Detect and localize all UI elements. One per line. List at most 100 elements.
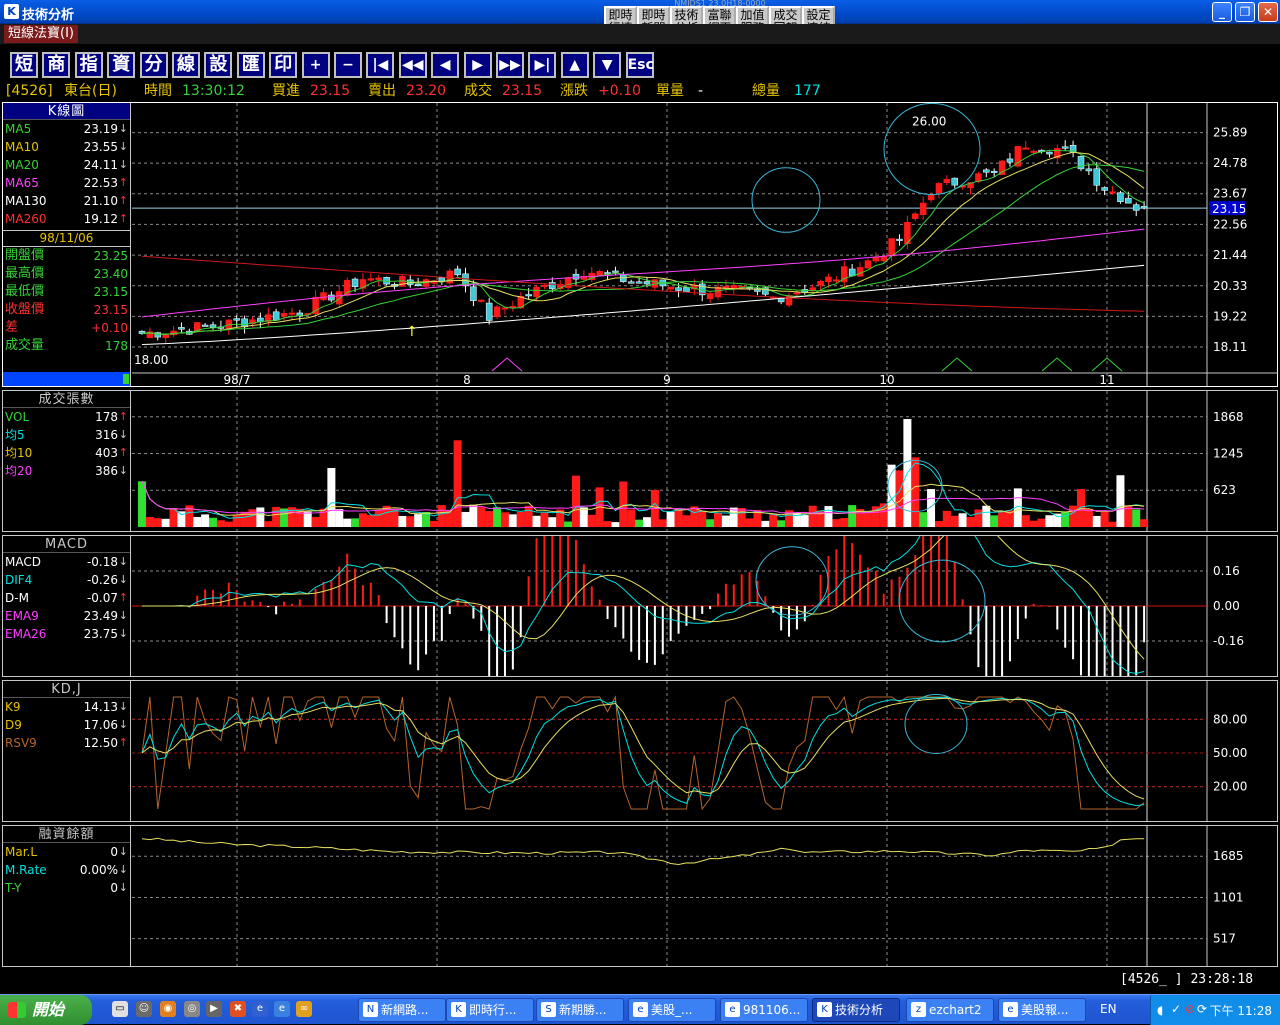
deal-label: 成交 — [464, 83, 492, 99]
candle — [809, 287, 816, 291]
volume-plot[interactable]: 1868 1245 623 — [132, 391, 1277, 531]
zoom-out-button[interactable]: − — [334, 52, 362, 78]
tray-network-icon[interactable]: ◖ — [1157, 1003, 1164, 1017]
trend-arrow-icon: ↓ — [118, 845, 128, 858]
back-button[interactable]: ◀ — [431, 52, 460, 78]
kline.ohlc-legend-item: 成交量 178 — [3, 337, 130, 355]
forward-button[interactable]: ▶ — [463, 52, 492, 78]
data-button[interactable]: 資 — [107, 52, 136, 78]
task-app-icon: e — [1003, 1002, 1018, 1017]
volume-bar — [445, 510, 454, 527]
candle — [872, 256, 880, 262]
start-button[interactable]: 開始 — [0, 995, 92, 1025]
legend-value: 22.53 — [83, 176, 118, 190]
esc-button[interactable]: Esc — [625, 52, 654, 78]
explorer-icon[interactable]: e — [252, 1001, 268, 1017]
taskbar-item[interactable]: N 新網路... — [358, 998, 446, 1022]
candle — [1077, 156, 1085, 170]
scroll-thumb[interactable] — [123, 374, 129, 384]
clock[interactable]: 下午 11:28 — [1209, 1004, 1272, 1018]
volume-legend: 成交張數 VOL 178 ↑ 均5 316 ↓ 均10 403 ↑ 均20 386 ↓ — [3, 391, 131, 531]
player-icon[interactable]: ▶ — [206, 1001, 222, 1017]
index-button[interactable]: 指 — [74, 52, 103, 78]
taskbar-item[interactable]: e 981106... — [720, 998, 808, 1022]
candle — [714, 286, 722, 298]
volume-bar — [343, 518, 352, 527]
taskbar-item[interactable]: z ezchart2 — [906, 998, 994, 1022]
task-label: 981106... — [743, 1003, 801, 1017]
settings-button[interactable]: 設 — [204, 52, 233, 78]
kd-plot[interactable]: 80.00 50.00 20.00 — [132, 681, 1277, 821]
minute-button[interactable]: 分 — [139, 52, 168, 78]
import-button[interactable]: 匯 — [236, 52, 265, 78]
legend-label: DIF4 — [5, 573, 33, 587]
nmids-text: NMIDS1 23.0H18-0000 — [674, 0, 766, 7]
kd-panel: KD,J K9 14.13 ↓ D9 17.06 ↓ RSV9 12.50 ↑ 80.00 50.… — [2, 680, 1278, 822]
last-button[interactable]: ▶| — [528, 52, 557, 78]
y-tick: 0.16 — [1213, 564, 1240, 578]
legend-value: 12.50 — [83, 736, 118, 750]
tray-update-icon[interactable]: ⟳ — [1197, 1002, 1208, 1016]
y-tick: 1101 — [1213, 890, 1244, 904]
margin.items-legend-item: Mar.L 0 ↓ — [3, 843, 130, 861]
volume-bar — [264, 521, 273, 527]
first-button[interactable]: |◀ — [366, 52, 395, 78]
maximize-button[interactable]: ❐ — [1235, 2, 1255, 22]
merchant-button[interactable]: 商 — [42, 52, 71, 78]
macd.items-legend-item: DIF4 -0.26 ↓ — [3, 571, 130, 589]
fast-forward-button[interactable]: ▶▶ — [496, 52, 524, 78]
time-label: 時間 — [144, 83, 172, 99]
down-button[interactable]: ▼ — [593, 52, 622, 78]
kline-scroll-bar[interactable] — [3, 372, 130, 386]
quote-bar: [4526] 東台(日) 時間 13:30:12 買進 23.15 賣出 23.… — [0, 81, 1280, 101]
taskbar-item[interactable]: e 美股報... — [998, 998, 1086, 1022]
tool-icon[interactable]: ✖ — [230, 1001, 246, 1017]
margin-plot[interactable]: 1685 1101 517 — [132, 826, 1277, 966]
volume-bar — [209, 517, 218, 527]
app-quicklaunch-icon[interactable]: ☺ — [136, 1001, 152, 1017]
candle — [793, 292, 801, 295]
messenger-icon[interactable]: ∞ — [296, 1001, 312, 1017]
ma65-line — [141, 228, 1145, 318]
volume-bar — [351, 518, 360, 527]
kline-plot[interactable]: 25.89 24.78 23.67 22.56 21.44 20.33 19.22 18.11… — [132, 103, 1278, 386]
vol-ma20-line — [141, 481, 1145, 514]
volume-bar — [729, 507, 738, 527]
media-icon[interactable]: ◎ — [184, 1001, 200, 1017]
taskbar-item[interactable]: S 新期勝... — [536, 998, 624, 1022]
legend-value: 14.13 — [83, 700, 118, 714]
menu-short-line[interactable]: 短線法寶(I) — [4, 25, 78, 43]
taskbar-item[interactable]: K 技術分析 — [812, 998, 900, 1022]
language-indicator[interactable]: EN — [1100, 1002, 1117, 1016]
show-desktop-icon[interactable]: ▭ — [112, 1001, 128, 1017]
short-button[interactable]: 短 — [10, 52, 38, 78]
volume-bar — [792, 512, 801, 527]
volume-bar — [911, 457, 920, 527]
tray-security-icon[interactable]: ⊘ — [1185, 1002, 1196, 1016]
trend-arrow-icon: ↓ — [118, 609, 128, 622]
kline.ma-legend-item: MA65 22.53 ↑ — [3, 174, 130, 192]
print-button[interactable]: 印 — [269, 52, 298, 78]
taskbar-item[interactable]: e 美股_... — [628, 998, 716, 1022]
firefox-icon[interactable]: ◉ — [160, 1001, 176, 1017]
annotation-circle — [883, 103, 981, 196]
fast-back-button[interactable]: ◀◀ — [398, 52, 427, 78]
minimize-button[interactable]: _ — [1212, 2, 1232, 22]
margin-legend: 融資餘額 Mar.L 0 ↓ M.Rate 0.00% ↓ T-Y 0 ↓ — [3, 826, 131, 966]
volume-bar — [366, 515, 375, 527]
volume-bar — [138, 481, 146, 527]
macd-plot[interactable]: 0.16 0.00 -0.16 — [132, 536, 1277, 676]
candle — [596, 270, 603, 276]
volume-bar — [177, 511, 186, 527]
ie-icon[interactable]: e — [274, 1001, 290, 1017]
taskbar-item[interactable]: K 即時行... — [446, 998, 534, 1022]
volume-bar — [161, 518, 170, 527]
up-button[interactable]: ▲ — [560, 52, 589, 78]
zoom-in-button[interactable]: + — [301, 52, 330, 78]
volume-panel: 成交張數 VOL 178 ↑ 均5 316 ↓ 均10 403 ↑ 均20 386 ↓ 1868 124… — [2, 390, 1278, 532]
line-button[interactable]: 線 — [172, 52, 200, 78]
tray-volume-icon[interactable]: ✓ — [1171, 1002, 1182, 1016]
close-button[interactable]: ✕ — [1258, 2, 1278, 22]
candle — [525, 294, 532, 297]
volume-bar — [193, 517, 202, 527]
